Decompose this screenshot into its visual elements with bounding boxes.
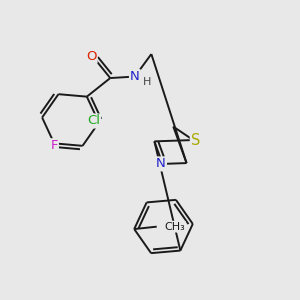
Text: S: S — [191, 133, 200, 148]
Text: H: H — [143, 77, 152, 87]
Text: F: F — [50, 139, 58, 152]
Text: N: N — [156, 158, 166, 170]
Text: N: N — [130, 70, 140, 83]
Text: CH₃: CH₃ — [164, 222, 185, 232]
Text: O: O — [86, 50, 97, 63]
Text: Cl: Cl — [87, 115, 100, 128]
